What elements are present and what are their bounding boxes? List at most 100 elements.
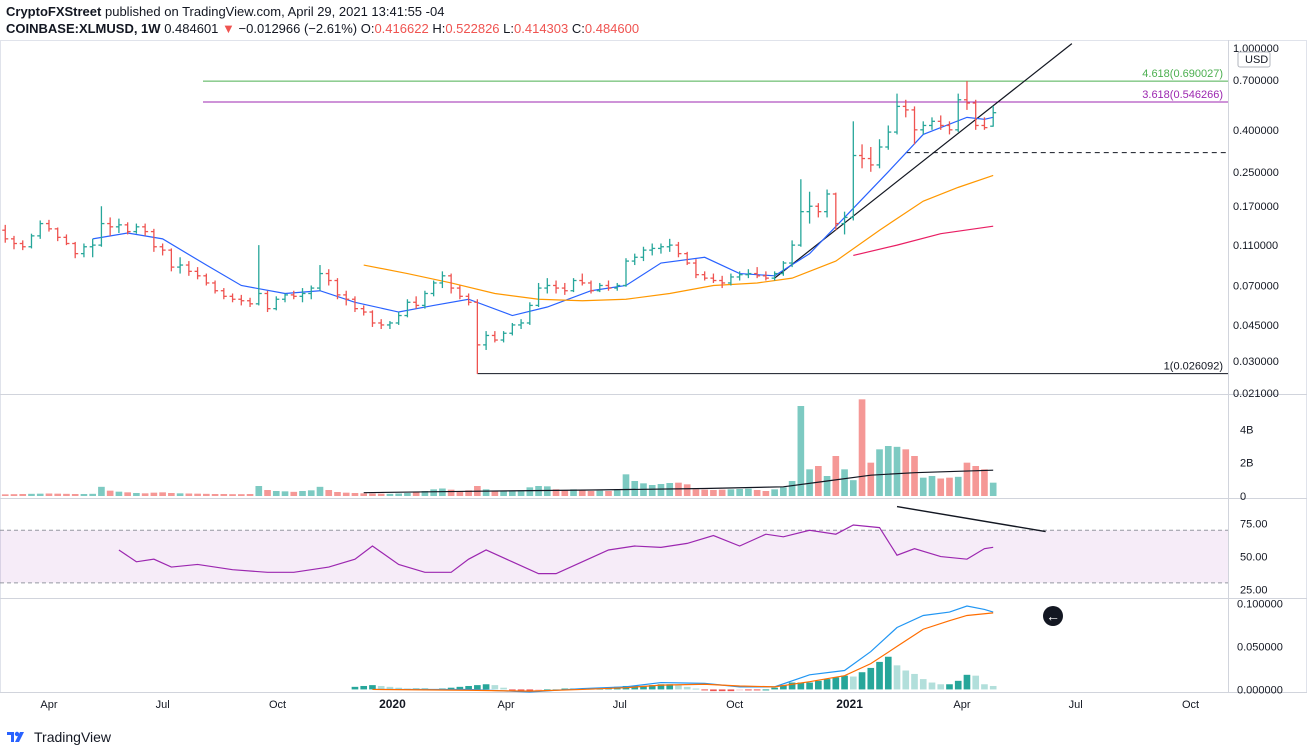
ohlc-bar <box>526 302 533 325</box>
volume-bar <box>465 490 472 496</box>
volume-bar <box>185 493 193 496</box>
volume-bar <box>430 489 437 496</box>
volume-bar <box>718 489 726 496</box>
volume-bar <box>797 406 805 496</box>
last-price: 0.484601 <box>164 21 219 36</box>
volume-bar <box>570 489 577 496</box>
ohlc-bar <box>675 241 682 258</box>
ohlc-bar <box>325 269 332 286</box>
fib-level-label: 3.618(0.546266) <box>1142 89 1223 101</box>
macd-histogram-bar <box>517 689 525 692</box>
volume-bar <box>342 492 350 496</box>
ohlc-bar <box>89 238 96 258</box>
volume-bar <box>736 489 743 496</box>
volume-bar <box>849 480 857 496</box>
volume-bar <box>194 493 201 496</box>
volume-bar <box>360 493 368 496</box>
rsi-trendline <box>896 505 1046 533</box>
volume-bar <box>823 476 831 496</box>
publish-info: CryptoFXStreet published on TradingView.… <box>6 4 444 19</box>
price-axis-tick: 0.045000 <box>1233 320 1279 332</box>
ohlc-bar <box>45 219 52 232</box>
ohlc-bar <box>911 106 918 145</box>
volume-bar <box>928 476 936 496</box>
macd-histogram-bar <box>919 679 927 690</box>
volume-bar <box>299 491 306 496</box>
ohlc-bar <box>701 271 708 281</box>
ohlc-bar <box>736 271 743 281</box>
volume-bar <box>141 493 149 496</box>
macd-histogram-bar <box>893 665 901 690</box>
macd-histogram-bar <box>823 679 831 690</box>
ohlc-bar <box>640 246 647 262</box>
ohlc-bar <box>570 278 577 293</box>
macd-histogram-bar <box>456 686 464 690</box>
ohlc-bar <box>72 241 79 259</box>
time-axis-tick: 2020 <box>379 697 406 711</box>
macd-histogram-bar <box>902 670 910 690</box>
ohlc-bar <box>351 296 358 313</box>
time-axis-tick: Jul <box>613 699 627 711</box>
macd-histogram-bar <box>736 689 743 691</box>
volume-bar <box>587 491 595 496</box>
volume-bar <box>788 481 796 496</box>
macd-histogram-bar <box>369 685 376 690</box>
high-value: 0.522826 <box>445 21 500 36</box>
ohlc-bar <box>483 331 490 350</box>
ohlc-bar <box>255 245 262 306</box>
volume-bar <box>745 488 752 496</box>
macd-histogram-bar <box>858 672 866 690</box>
volume-bar <box>45 493 53 496</box>
volume-bar <box>316 486 324 496</box>
ohlc-bar <box>220 288 227 300</box>
macd-histogram-bar <box>727 689 735 692</box>
volume-bar <box>124 492 131 496</box>
ohlc-bar <box>894 93 901 135</box>
ohlc-bar <box>343 290 350 306</box>
rsi-axis-tick: 25.00 <box>1240 584 1268 596</box>
volume-bar <box>71 494 79 496</box>
ohlc-bar <box>579 273 586 286</box>
ohlc-bar <box>841 211 848 235</box>
volume-bar <box>369 493 376 496</box>
macd-histogram-bar <box>762 689 770 691</box>
ohlc-bar <box>710 273 717 283</box>
ohlc-bar <box>780 261 787 276</box>
rsi-axis-tick: 75.00 <box>1240 519 1268 531</box>
macd-histogram-bar <box>832 677 840 690</box>
volume-bar <box>19 494 27 496</box>
macd-histogram-bar <box>989 685 997 690</box>
volume-bar <box>963 462 971 496</box>
ohlc-bar <box>806 191 813 224</box>
price-axis-tick: 0.170000 <box>1233 201 1279 213</box>
macd-histogram-bar <box>377 685 385 690</box>
brand-name: TradingView <box>34 729 112 745</box>
ohlc-bar <box>535 282 542 308</box>
ohlc-bar <box>63 234 70 246</box>
macd-histogram-bar <box>465 685 472 690</box>
ohlc-bar <box>150 228 157 252</box>
volume-bar <box>246 494 254 496</box>
ohlc-bar <box>107 217 114 236</box>
volume-ma-line <box>363 469 994 494</box>
volume-bar <box>526 487 534 496</box>
macd-histogram-bar <box>753 689 761 691</box>
volume-bar <box>552 489 560 496</box>
ohlc-bar <box>946 121 953 135</box>
time-axis-tick: Jul <box>1069 699 1083 711</box>
ohlc-bar <box>596 282 603 293</box>
ohlc-bar <box>920 121 927 135</box>
published-text: published on TradingView.com, April 29, … <box>104 4 445 19</box>
macd-histogram-bar <box>657 684 665 690</box>
volume-bar <box>80 494 88 496</box>
volume-bar <box>220 494 228 496</box>
volume-bar <box>491 490 499 496</box>
ohlc-bar <box>692 259 699 279</box>
price-axis-tick: 0.400000 <box>1233 125 1279 137</box>
ohlc-bar <box>238 294 245 306</box>
tradingview-logo-icon <box>7 731 24 742</box>
ohlc-bar <box>54 227 61 242</box>
scroll-to-realtime-button[interactable]: ← <box>1043 606 1063 626</box>
ohlc-bar <box>316 265 323 291</box>
